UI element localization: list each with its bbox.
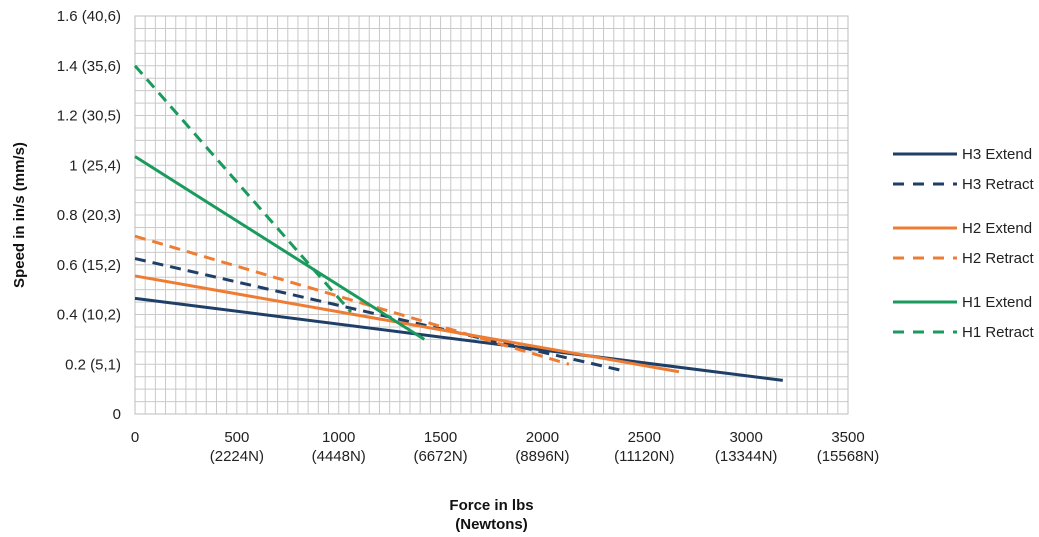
x-tick-sublabel: (4448N) xyxy=(312,448,366,465)
series-line-h2-retract xyxy=(134,234,570,366)
series-line-h1-retract xyxy=(133,64,353,314)
y-tick-label: 0.6 (15,2) xyxy=(57,257,121,274)
x-tick-label: 1500 xyxy=(424,429,457,446)
y-tick-label: 0.2 (5,1) xyxy=(65,356,121,373)
legend-label: H2 Extend xyxy=(962,220,1032,237)
x-tick-label: 500 xyxy=(224,429,249,446)
y-axis-title: Speed in in/s (mm/s) xyxy=(11,142,28,288)
series-line-h1-extend xyxy=(134,155,426,341)
x-tick-sublabel: (2224N) xyxy=(210,448,264,465)
x-tick-sublabel: (8896N) xyxy=(515,448,569,465)
plot-border xyxy=(134,15,849,415)
y-tick-label: 1 (25,4) xyxy=(69,157,121,174)
y-tick-label: 0.4 (10,2) xyxy=(57,307,121,324)
x-axis-subtitle: (Newtons) xyxy=(455,516,528,533)
legend-label: H1 Retract xyxy=(962,324,1035,341)
x-tick-sublabel: (13344N) xyxy=(715,448,778,465)
legend-label: H1 Extend xyxy=(962,294,1032,311)
y-tick-label: 1.2 (30,5) xyxy=(57,108,121,125)
series-line-h3-retract xyxy=(134,257,623,372)
legend-label: H2 Retract xyxy=(962,250,1035,267)
legend-label: H3 Extend xyxy=(962,146,1032,163)
series-line-h3-extend xyxy=(134,296,783,382)
y-tick-label: 1.4 (35,6) xyxy=(57,58,121,75)
y-tick-label: 0 xyxy=(113,406,121,423)
x-tick-sublabel: (11120N) xyxy=(614,448,674,465)
legend-label: H3 Retract xyxy=(962,176,1035,193)
x-tick-sublabel: (6672N) xyxy=(413,448,467,465)
x-tick-label: 1000 xyxy=(322,429,355,446)
x-tick-label: 2000 xyxy=(526,429,559,446)
x-axis-title: Force in lbs xyxy=(449,497,533,514)
y-tick-label: 0.8 (20,3) xyxy=(57,207,121,224)
x-tick-label: 3500 xyxy=(831,429,864,446)
x-tick-sublabel: (15568N) xyxy=(817,448,880,465)
x-tick-label: 0 xyxy=(131,429,139,446)
y-tick-label: 1.6 (40,6) xyxy=(57,8,121,25)
series-line-h2-extend xyxy=(134,274,680,374)
x-tick-label: 3000 xyxy=(729,429,762,446)
x-tick-label: 2500 xyxy=(628,429,661,446)
